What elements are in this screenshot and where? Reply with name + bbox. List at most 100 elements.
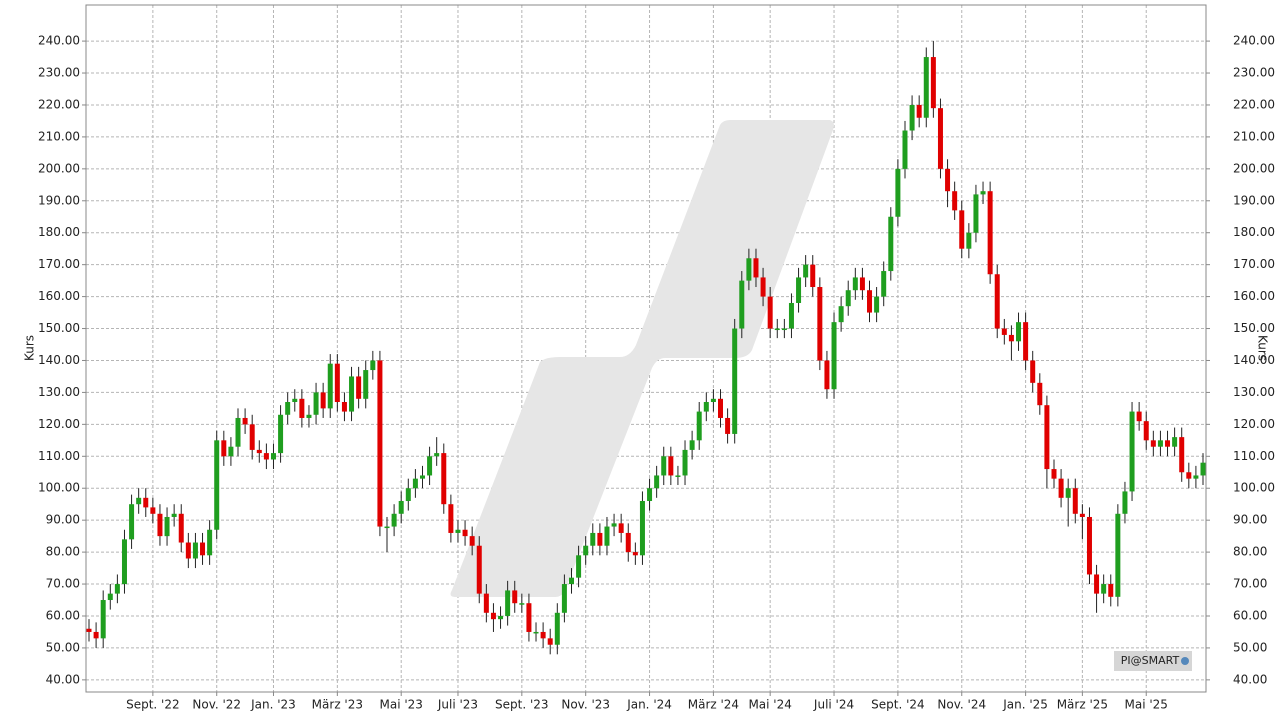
candle-body [1200, 462, 1206, 476]
candle-body [334, 363, 340, 402]
candle-body [377, 360, 383, 527]
candle-body [590, 532, 596, 546]
candle-body [256, 449, 262, 454]
candle-body [1157, 440, 1163, 447]
y2-tick-label: 200.00 [1233, 161, 1275, 175]
x-tick-label: Sept. '24 [871, 698, 925, 712]
y-tick-label: 110.00 [38, 449, 80, 463]
candle-body [270, 453, 276, 460]
candle-body [306, 414, 312, 418]
candle-body [434, 453, 440, 457]
y-tick-label: 90.00 [46, 513, 80, 527]
candle-body [384, 526, 390, 529]
y2-tick-label: 190.00 [1233, 193, 1275, 207]
candle-body [192, 542, 198, 559]
y2-tick-label: 230.00 [1233, 66, 1275, 80]
candle-body [824, 360, 830, 390]
candle-body [1030, 360, 1036, 383]
y-tick-label: 240.00 [38, 34, 80, 48]
candle-body [817, 287, 823, 361]
candle-body [412, 478, 418, 489]
candle-body [299, 398, 305, 418]
candle-body [1023, 322, 1029, 361]
candle-body [1016, 322, 1022, 342]
candle-body [498, 615, 504, 620]
candle-body [973, 194, 979, 233]
candle-body [526, 603, 532, 632]
y-tick-label: 80.00 [46, 545, 80, 559]
candle-body [966, 232, 972, 249]
candle-body [703, 401, 709, 412]
candle-body [1072, 488, 1078, 514]
candle-body [810, 264, 816, 288]
candle-body [952, 191, 958, 211]
candle-body [859, 277, 865, 291]
candle-body [781, 328, 787, 331]
candle-body [349, 376, 355, 412]
candle-body [604, 526, 610, 546]
candle-body [419, 475, 425, 479]
candle-body [249, 424, 255, 450]
candle-body [554, 612, 560, 645]
candle-body [1051, 469, 1057, 479]
candle-body [1172, 437, 1178, 447]
candle-body [874, 296, 880, 313]
x-tick-label: Nov. '22 [192, 698, 241, 712]
x-tick-label: Mai '23 [379, 698, 422, 712]
candle-body [1136, 411, 1142, 422]
candle-body [370, 360, 376, 371]
candle-body [625, 532, 631, 553]
candle-body [164, 516, 170, 537]
candle-body [540, 631, 546, 639]
candle-body [1179, 437, 1185, 473]
candle-body [448, 504, 454, 533]
candle-body [881, 271, 887, 297]
candle-body [278, 414, 284, 454]
candle-body [718, 398, 724, 418]
candle-body [391, 513, 397, 527]
y-tick-label: 70.00 [46, 577, 80, 591]
candle-body [455, 529, 461, 533]
candle-body [675, 475, 681, 477]
candle-body [441, 453, 447, 505]
logo-badge [1114, 651, 1192, 671]
candle-body [696, 411, 702, 441]
y2-tick-label: 120.00 [1233, 417, 1275, 431]
y2-tick-label: 210.00 [1233, 129, 1275, 143]
candle-body [363, 370, 369, 399]
candle-body [597, 532, 603, 546]
candle-body [788, 302, 794, 329]
candle-body [803, 264, 809, 278]
candle-body [136, 497, 142, 505]
candle-body [285, 401, 291, 415]
candle-body [916, 104, 922, 118]
candle-body [1058, 478, 1064, 498]
candle-body [228, 446, 234, 457]
x-tick-label: Nov. '23 [561, 698, 610, 712]
candle-body [200, 542, 206, 556]
y2-tick-label: 80.00 [1233, 545, 1267, 559]
candle-body [483, 593, 489, 613]
x-tick-label: Sept. '22 [126, 698, 180, 712]
y-tick-label: 210.00 [38, 129, 80, 143]
candle-body [576, 555, 582, 578]
candle-body [852, 277, 858, 291]
candle-body [618, 523, 624, 533]
x-tick-label: Jan. '24 [626, 698, 672, 712]
candle-body [185, 542, 191, 559]
candle-body [710, 398, 716, 402]
y2-tick-label: 40.00 [1233, 672, 1267, 686]
candle-body [263, 453, 269, 460]
y2-tick-label: 60.00 [1233, 608, 1267, 622]
y2-tick-label: 90.00 [1233, 513, 1267, 527]
candle-body [242, 417, 248, 425]
candle-body [533, 631, 539, 634]
candle-body [1115, 513, 1121, 597]
candle-body [469, 536, 475, 546]
candle-body [107, 593, 113, 601]
candle-body [1193, 475, 1199, 479]
y2-tick-label: 110.00 [1233, 449, 1275, 463]
candle-body [895, 168, 901, 217]
y-tick-label: 100.00 [38, 481, 80, 495]
candle-body [647, 488, 653, 502]
